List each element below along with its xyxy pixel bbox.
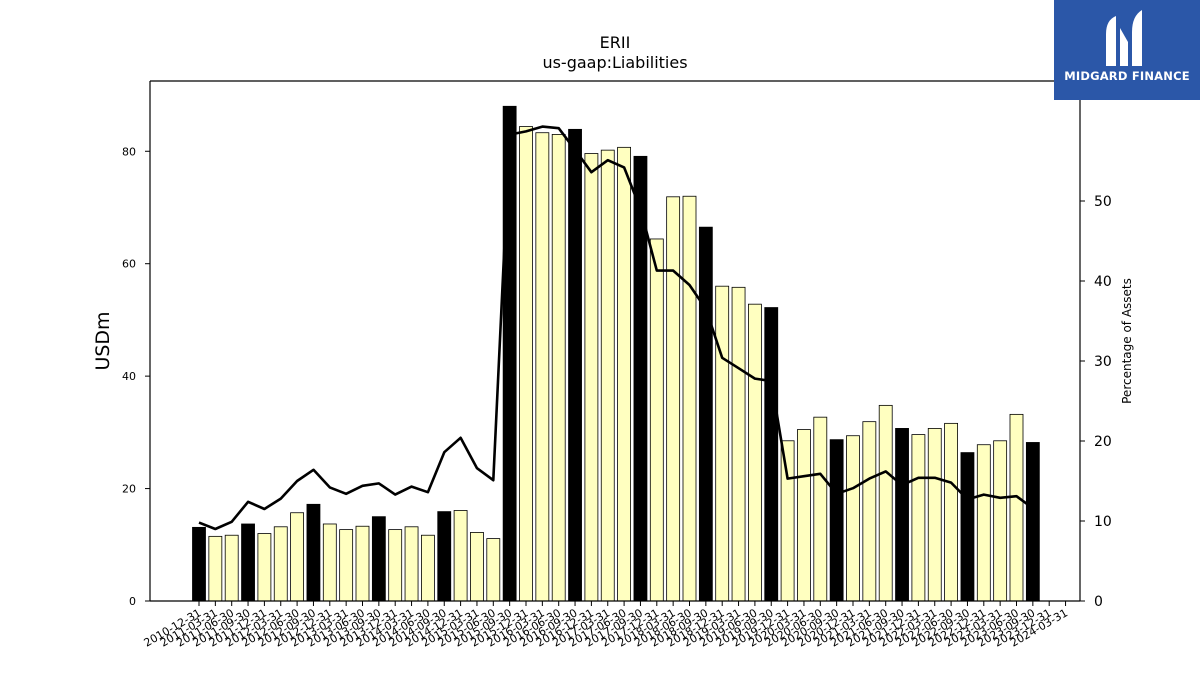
y-axis-label: USDm: [92, 311, 114, 370]
bar-2019-06-30: [748, 303, 762, 602]
y-tick-label: 40: [122, 370, 136, 383]
y2-tick-label: 50: [1094, 194, 1112, 210]
bar-2012-09-30: [306, 503, 321, 602]
bar-2015-09-30: [502, 105, 517, 602]
bar-2011-12-31: [257, 533, 272, 602]
line-group: [198, 125, 1034, 531]
bar-2012-12-31: [322, 523, 337, 602]
bar-2013-03-31: [339, 529, 354, 602]
bar-2017-06-30: [617, 146, 631, 602]
bar-2016-03-31: [535, 132, 550, 602]
bar-2023-03-31: [993, 440, 1008, 602]
bars-group: [192, 105, 1040, 602]
bar-2012-03-31: [273, 526, 288, 602]
bar-2011-09-30: [241, 523, 255, 602]
bar-2016-09-30: [568, 128, 582, 602]
bar-2014-12-31: [453, 510, 468, 602]
bar-2014-03-31: [404, 526, 419, 602]
bar-2016-12-31: [584, 153, 599, 602]
y2-tick-label: 20: [1094, 434, 1112, 450]
bar-2011-03-31: [208, 535, 223, 602]
bar-2018-03-31: [666, 196, 681, 602]
bar-2021-03-31: [862, 421, 877, 602]
axes-group: 020406080010203040502010-12-312011-03-31…: [122, 80, 1112, 650]
bar-2014-09-30: [437, 511, 452, 602]
y2-tick-label: 0: [1094, 594, 1103, 610]
bar-2018-09-30: [698, 226, 713, 602]
bar-2011-06-30: [224, 534, 239, 602]
bar-2015-03-31: [470, 532, 484, 602]
chart-subtitle: us-gaap:Liabilities: [542, 53, 687, 72]
bar-2018-12-31: [715, 285, 730, 602]
y2-tick-label: 40: [1094, 274, 1112, 290]
y-tick-label: 0: [129, 595, 136, 608]
bar-2013-09-30: [371, 516, 386, 602]
bar-2017-12-31: [649, 238, 664, 602]
bar-2012-06-30: [290, 512, 305, 602]
y2-tick-label: 30: [1094, 354, 1112, 370]
bar-2022-06-30: [944, 422, 958, 602]
bar-2021-06-30: [878, 404, 893, 602]
bar-2019-03-31: [731, 286, 746, 602]
bar-2014-06-30: [420, 534, 435, 602]
brand-name: MIDGARD FINANCE: [1064, 69, 1190, 83]
y2-axis-label: Percentage of Assets: [1120, 278, 1134, 404]
y-tick-label: 80: [122, 145, 136, 158]
chart-title: ERII: [600, 33, 631, 52]
bar-2010-12-31: [192, 526, 206, 602]
bar-2019-09-30: [764, 307, 779, 602]
bar-2019-12-31: [780, 440, 795, 602]
bar-2015-06-30: [486, 538, 501, 602]
bar-2013-12-31: [388, 529, 403, 602]
bar-2017-03-31: [600, 149, 615, 602]
bar-2020-12-31: [846, 435, 860, 602]
bar-2023-09-30: [1025, 442, 1040, 602]
bar-2022-03-31: [927, 428, 942, 602]
y-tick-label: 20: [122, 483, 136, 496]
percentage-line: [198, 125, 1034, 531]
bar-2021-09-30: [895, 428, 909, 602]
bar-2023-06-30: [1009, 413, 1024, 602]
bar-2018-06-30: [682, 195, 697, 602]
bar-2020-09-30: [829, 439, 844, 602]
y2-tick-label: 10: [1094, 514, 1112, 530]
bar-2022-12-31: [976, 444, 991, 602]
bar-2013-06-30: [355, 525, 370, 602]
bar-2015-12-31: [519, 126, 533, 602]
bar-2021-12-31: [911, 434, 926, 602]
bar-2020-03-31: [797, 429, 811, 602]
brand-logo: MIDGARD FINANCE: [1054, 0, 1200, 100]
bar-2022-09-30: [960, 452, 975, 602]
bar-2020-06-30: [813, 416, 828, 602]
bar-2016-06-30: [551, 134, 566, 602]
brand-logo-icon: [1106, 10, 1142, 66]
y-tick-label: 60: [122, 258, 136, 271]
